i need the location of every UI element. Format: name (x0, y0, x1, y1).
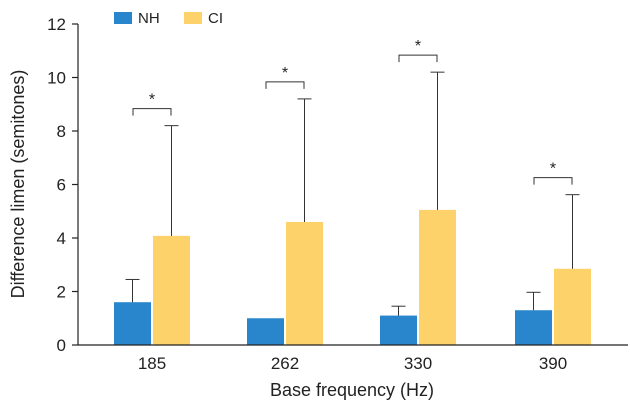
y-axis-title: Difference limen (semitones) (8, 70, 28, 299)
significance-markers: * * * * (132, 38, 573, 185)
significance-star: * (550, 161, 556, 178)
bar-ci-185 (153, 235, 190, 345)
legend-swatch-nh (114, 12, 132, 24)
y-tick-label: 0 (57, 336, 66, 355)
bar-ci-330 (419, 209, 456, 345)
x-axis-title: Base frequency (Hz) (270, 380, 434, 400)
significance-bracket (265, 81, 305, 89)
y-tick-label: 6 (57, 176, 66, 195)
y-tick-label: 10 (47, 69, 66, 88)
significance-bracket (398, 54, 438, 63)
significance-star: * (149, 92, 155, 109)
significance-bracket (533, 177, 573, 185)
bars (114, 71, 591, 345)
significance-star: * (282, 65, 288, 82)
x-tick-label: 330 (404, 354, 432, 373)
significance-bracket (132, 108, 172, 116)
legend: NH CI (114, 10, 223, 27)
bar-nh-262 (247, 318, 284, 345)
legend-label-nh: NH (138, 10, 160, 27)
y-tick-label: 2 (57, 283, 66, 302)
bar-nh-330 (380, 315, 417, 345)
bar-nh-185 (114, 302, 151, 345)
bar-ci-390 (554, 268, 591, 345)
legend-label-ci: CI (208, 10, 223, 27)
significance-star: * (415, 38, 421, 55)
x-tick-label: 390 (539, 354, 567, 373)
tick-labels: 0 2 4 6 8 10 12 185 262 330 390 (47, 15, 567, 373)
legend-swatch-ci (184, 12, 202, 24)
x-tick-label: 262 (271, 354, 299, 373)
bar-nh-390 (515, 310, 552, 345)
y-tick-label: 8 (57, 122, 66, 141)
y-tick-label: 12 (47, 15, 66, 34)
x-tick-label: 185 (138, 354, 166, 373)
y-tick-label: 4 (57, 229, 66, 248)
bar-ci-262 (286, 221, 323, 345)
